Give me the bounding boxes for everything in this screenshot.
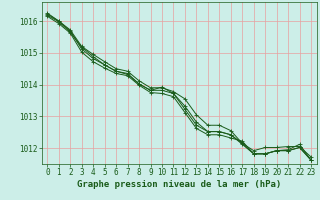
X-axis label: Graphe pression niveau de la mer (hPa): Graphe pression niveau de la mer (hPa) [77,180,281,189]
